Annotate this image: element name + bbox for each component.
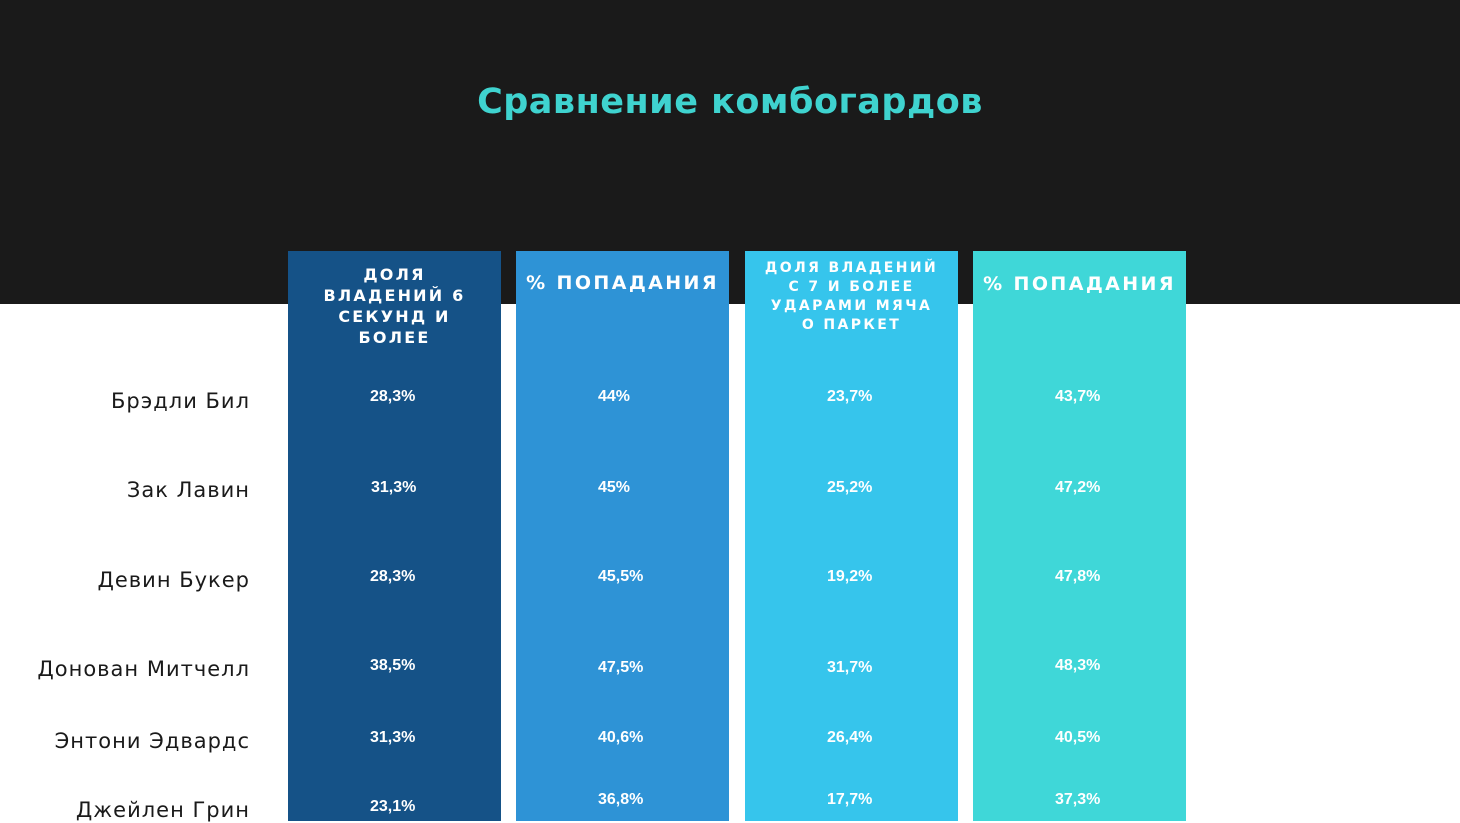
cell: 47,5% — [598, 659, 644, 676]
column-header: % попадания — [983, 273, 1176, 295]
cell: 40,6% — [598, 729, 644, 746]
cell: 40,5% — [1055, 729, 1101, 746]
player-name: Зак Лавин — [126, 478, 250, 502]
cell: 31,3% — [370, 729, 416, 746]
cell: 36,8% — [598, 791, 644, 808]
cell: 25,2% — [827, 479, 873, 496]
header-band — [0, 0, 1460, 304]
player-name: Энтони Эдвардс — [54, 729, 250, 753]
cell: 26,4% — [827, 729, 873, 746]
cell: 23,7% — [827, 388, 873, 405]
player-name: Донован Митчелл — [37, 657, 250, 681]
column-possessions-7-dribbles: Доля владений с 7 и более ударами мяча о… — [745, 251, 958, 821]
cell: 19,2% — [827, 568, 873, 585]
cell: 31,3% — [371, 479, 417, 496]
player-name: Девин Букер — [97, 568, 250, 592]
cell: 47,2% — [1055, 479, 1101, 496]
cell: 31,7% — [827, 659, 873, 676]
player-name: Джейлен Грин — [75, 798, 250, 822]
cell: 43,7% — [1055, 388, 1101, 405]
cell: 47,8% — [1055, 568, 1101, 585]
page-title: Сравнение комбогардов — [477, 82, 983, 122]
column-header: % попадания — [526, 272, 719, 294]
cell: 44% — [598, 388, 631, 405]
column-header: Доля владений с 7 и более ударами мяча о… — [764, 260, 939, 333]
player-name: Брэдли Бил — [110, 389, 250, 413]
cell: 38,5% — [370, 657, 416, 674]
cell: 28,3% — [370, 568, 416, 585]
column-possessions-6s: Доля владений 6 секунд и более 28,3% 31,… — [288, 251, 501, 821]
cell: 17,7% — [827, 791, 873, 808]
cell: 37,3% — [1055, 791, 1101, 808]
cell: 45,5% — [598, 568, 644, 585]
cell: 28,3% — [370, 388, 416, 405]
column-header: Доля владений 6 секунд и более — [323, 265, 466, 347]
cell: 23,1% — [370, 798, 416, 815]
column-fg-pct-2: % попадания 43,7% 47,2% 47,8% 48,3% 40,5… — [973, 251, 1186, 821]
cell: 45% — [598, 479, 631, 496]
cell: 48,3% — [1055, 657, 1101, 674]
column-fg-pct-1: % попадания 44% 45% 45,5% 47,5% 40,6% 36… — [516, 251, 729, 821]
